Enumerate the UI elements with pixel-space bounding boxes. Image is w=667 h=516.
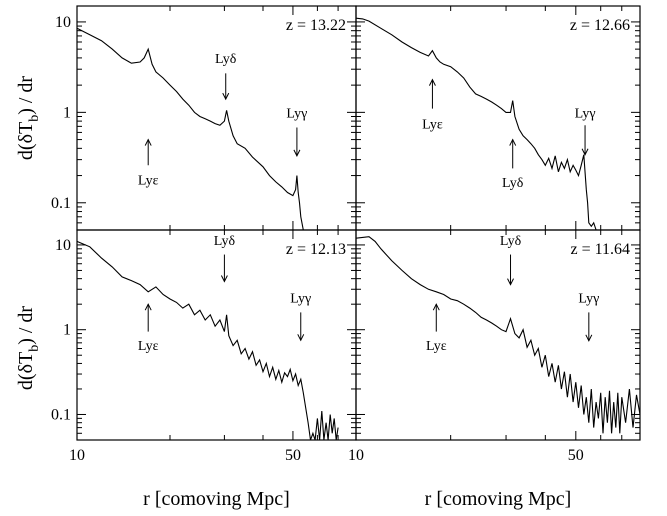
annotation-arrowhead (432, 303, 440, 311)
x-axis-title-left: r [comoving Mpc] (143, 488, 290, 510)
panel-bottom-left: 0.1 1 10 10 50 z = 12.13 Lyδ Lyγ Lyε (51, 229, 357, 464)
annotation-label: Lyδ (214, 234, 236, 249)
annotation-label: Lyε (426, 339, 447, 354)
annotation-arrowhead (297, 334, 305, 342)
redshift-label: z = 12.66 (570, 17, 630, 34)
x-axis-title-right: r [comoving Mpc] (425, 488, 572, 510)
panel-bottom-right: 10 50 z = 11.64 Lyδ Lyγ Lyε (348, 229, 641, 464)
redshift-label: z = 13.22 (286, 17, 346, 34)
annotation-label: Lyγ (286, 106, 307, 121)
annotation-label: Lyε (422, 118, 443, 133)
annotation-label: Lyδ (500, 234, 522, 249)
x-tick-label: 50 (568, 447, 584, 464)
redshift-label: z = 11.64 (570, 241, 630, 258)
y-tick-label: 1 (63, 104, 71, 121)
axis-text-group: r [comoving Mpc] r [comoving Mpc] d(δTb)… (15, 76, 571, 510)
annotation-label: Lyε (138, 339, 159, 354)
annotation-label: Lyδ (215, 52, 237, 67)
annotation-label: Lyγ (290, 291, 311, 306)
annotation-label: Lyγ (575, 106, 596, 121)
annotation-label: Lyε (138, 174, 159, 189)
y-axis-title-bottom: d(δTb) / dr (15, 306, 42, 391)
annotation-arrowhead (144, 303, 152, 311)
y-tick-label: 0.1 (51, 195, 71, 212)
annotation-label: Lyδ (502, 176, 524, 191)
annotation-arrowhead (585, 334, 593, 342)
annotation-arrowhead (507, 278, 514, 286)
x-tick-label: 10 (348, 447, 364, 464)
y-axis-title-top: d(δTb) / dr (15, 76, 42, 161)
annotation-label: Lyγ (578, 291, 599, 306)
annotation-arrowhead (222, 92, 230, 101)
panel-frame (76, 5, 357, 231)
series-line (356, 17, 597, 230)
y-tick-label: 1 (63, 322, 71, 339)
panel-top-left: 0.1 1 10 z = 13.22 Lyδ Lyγ Lyε (51, 5, 357, 231)
panels-group: 0.1 1 10 z = 13.22 Lyδ Lyγ Lyε z = 12.66 Lyε Lyδ L… (51, 5, 641, 464)
annotation-arrowhead (220, 275, 228, 283)
panel-frame (76, 229, 357, 441)
panel-top-right: z = 12.66 Lyε Lyδ Lyγ (355, 5, 641, 231)
y-tick-label: 10 (55, 14, 71, 31)
panel-frame (355, 229, 641, 441)
annotation-arrowhead (428, 78, 436, 86)
y-tick-label: 10 (55, 237, 71, 254)
series-line (77, 27, 304, 230)
annotation-arrowhead (293, 149, 301, 158)
annotation-arrowhead (581, 148, 589, 156)
annotation-arrowhead (144, 138, 152, 146)
redshift-label: z = 12.13 (286, 241, 346, 258)
series-line (77, 240, 339, 440)
series-line (356, 236, 640, 434)
y-tick-label: 0.1 (51, 406, 71, 423)
annotation-arrowhead (509, 138, 517, 146)
x-tick-label: 10 (69, 447, 85, 464)
x-tick-label: 50 (285, 447, 301, 464)
